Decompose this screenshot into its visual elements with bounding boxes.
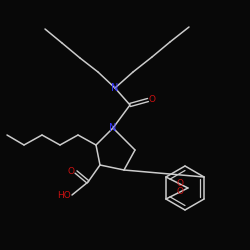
Text: N: N xyxy=(111,83,119,93)
Text: O: O xyxy=(148,96,156,104)
Text: HO: HO xyxy=(57,192,71,200)
Text: N: N xyxy=(109,123,117,133)
Text: O: O xyxy=(176,188,184,196)
Text: O: O xyxy=(176,180,184,188)
Text: O: O xyxy=(68,166,74,175)
